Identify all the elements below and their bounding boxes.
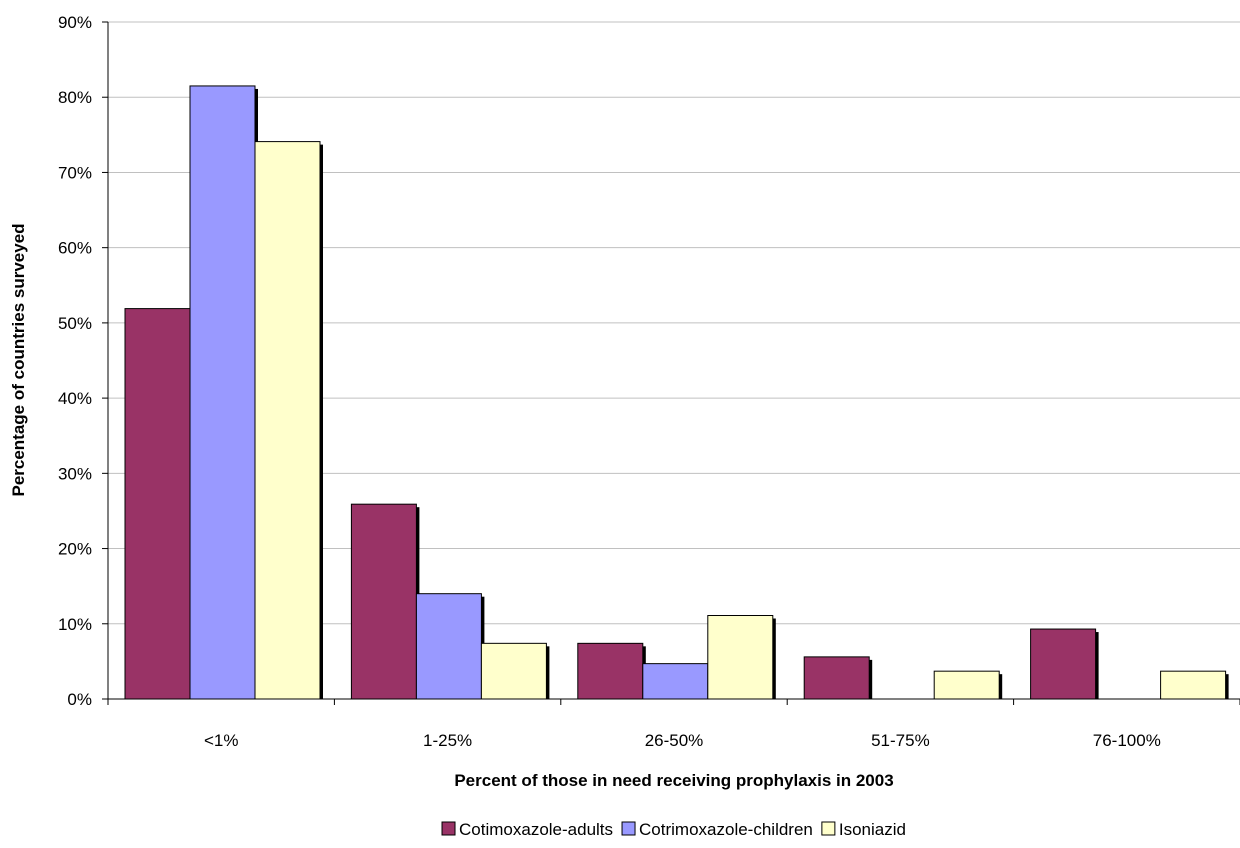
bar <box>1030 628 1097 700</box>
x-tick-label: 26-50% <box>645 731 704 750</box>
x-tick-label: 51-75% <box>871 731 930 750</box>
legend-swatch <box>821 821 836 836</box>
y-axis-title: Percentage of countries surveyed <box>9 223 28 496</box>
y-tick-label: 0% <box>67 690 92 709</box>
bars <box>124 85 1229 700</box>
bar <box>803 656 870 700</box>
y-tick-label: 90% <box>58 13 92 32</box>
bar <box>189 85 256 700</box>
bar <box>707 615 774 700</box>
legend-label: Isoniazid <box>839 820 906 839</box>
y-tick-label: 70% <box>58 163 92 182</box>
y-tick-label: 60% <box>58 239 92 258</box>
bar <box>642 663 709 700</box>
bar <box>480 642 547 700</box>
y-tick-label: 40% <box>58 389 92 408</box>
legend-item: Cotrimoxazole-children <box>621 820 813 839</box>
x-tick-labels: <1% 1-25% 26-50% 51-75% 76-100% <box>204 731 1161 750</box>
legend-item: Cotimoxazole-adults <box>441 820 613 839</box>
legend-swatch <box>621 821 636 836</box>
y-tick-label: 80% <box>58 88 92 107</box>
y-tick-labels: 0% 10% 20% 30% 40% 50% 60% 70% 80% 90% <box>58 13 92 709</box>
bar <box>350 503 417 700</box>
legend-label: Cotimoxazole-adults <box>459 820 613 839</box>
x-tick-label: 1-25% <box>423 731 472 750</box>
bar <box>1160 670 1227 700</box>
bar <box>254 141 321 700</box>
bar <box>933 670 1000 700</box>
x-axis-title: Percent of those in need receiving proph… <box>454 771 893 790</box>
y-tick-label: 30% <box>58 464 92 483</box>
legend-item: Isoniazid <box>821 820 906 839</box>
legend-swatch <box>441 821 456 836</box>
y-tick-label: 10% <box>58 615 92 634</box>
bar <box>577 642 644 700</box>
y-tick-label: 50% <box>58 314 92 333</box>
y-tick-label: 20% <box>58 540 92 559</box>
bar <box>124 308 191 700</box>
bar <box>415 593 482 700</box>
axes <box>102 21 1240 705</box>
legend: Cotimoxazole-adults Cotrimoxazole-childre… <box>441 820 906 839</box>
legend-label: Cotrimoxazole-children <box>639 820 813 839</box>
x-tick-label: <1% <box>204 731 239 750</box>
x-tick-label: 76-100% <box>1093 731 1161 750</box>
